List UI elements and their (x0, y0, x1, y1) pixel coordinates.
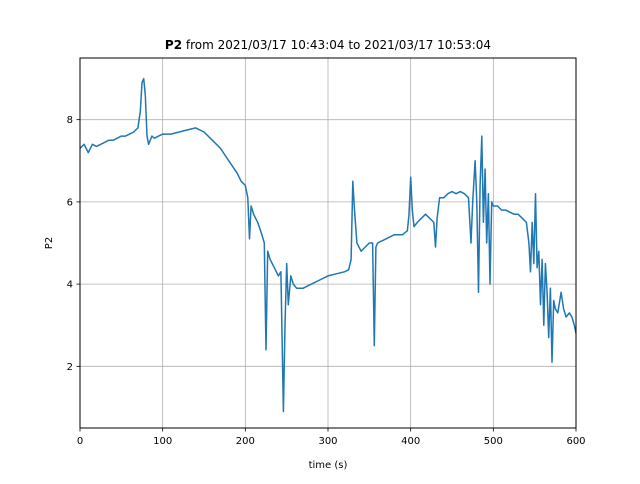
y-tick-label: 2 (67, 362, 73, 373)
x-tick-label: 500 (484, 436, 503, 447)
y-axis: 2 4 6 8 (67, 115, 80, 373)
y-tick-label: 4 (67, 280, 73, 291)
x-tick-label: 100 (153, 436, 172, 447)
chart-title-rest: from 2021/03/17 10:43:04 to 2021/03/17 1… (182, 38, 491, 52)
chart-title-bold: P2 (165, 38, 182, 52)
x-tick-label: 200 (236, 436, 255, 447)
x-axis: 0 100 200 300 400 500 600 (77, 428, 586, 447)
x-axis-label: time (s) (309, 460, 348, 471)
y-tick-label: 8 (67, 115, 73, 126)
x-tick-label: 400 (401, 436, 420, 447)
chart-title: P2 from 2021/03/17 10:43:04 to 2021/03/1… (165, 38, 491, 52)
x-tick-label: 300 (318, 436, 337, 447)
x-tick-label: 0 (77, 436, 83, 447)
y-axis-label: P2 (44, 237, 55, 249)
y-tick-label: 6 (67, 197, 73, 208)
x-tick-label: 600 (566, 436, 585, 447)
series-line-p2 (80, 77, 576, 413)
